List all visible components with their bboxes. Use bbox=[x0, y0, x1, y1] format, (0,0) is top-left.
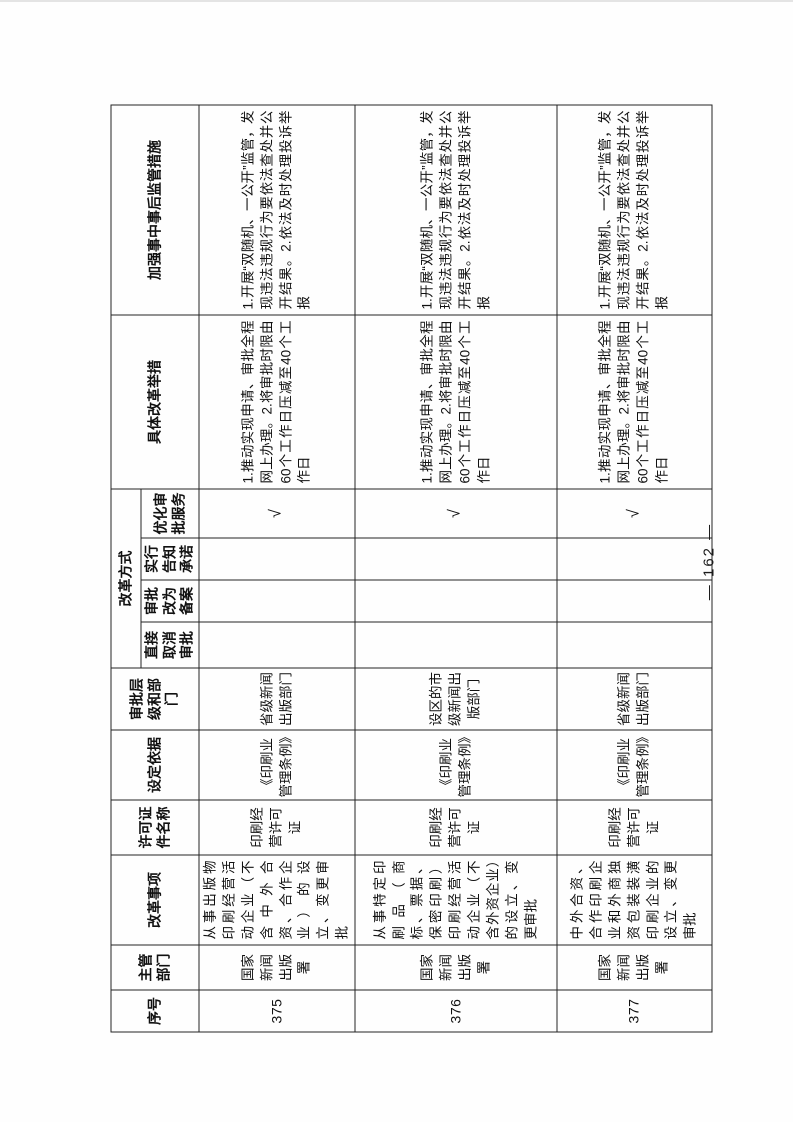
scan-edge-artifact bbox=[0, 0, 793, 2]
cell-supervision-measures: 1.开展“双随机、一公开”监管，发现违法违规行为要依法查处并公开结果。2.依法及… bbox=[354, 104, 557, 315]
cell-method-filing bbox=[198, 579, 355, 622]
header-setting-basis: 设定依据 bbox=[110, 729, 199, 800]
cell-approval-level: 设区的市级新闻出版部门 bbox=[354, 667, 557, 730]
cell-reform-item: 中外合资、合作印刷企业和外商独资包装装潢印刷企业的设立、变更审批 bbox=[556, 854, 712, 945]
cell-setting-basis: 《印刷业管理条例》 bbox=[556, 729, 712, 800]
cell-department: 国家新闻出版署 bbox=[556, 944, 712, 990]
header-reform-method-group: 改革方式 bbox=[110, 488, 141, 668]
reform-items-table: 序号 主管部门 改革事项 许可证件名称 设定依据 审批层级和部门 改革方式 具体… bbox=[110, 104, 712, 1032]
cell-license-name: 印刷经营许可证 bbox=[354, 799, 557, 855]
table-row: 375 国家新闻出版署 从事出版物印刷经营活动企业（不含中外合资、合作企业）的设… bbox=[198, 104, 355, 1032]
cell-setting-basis: 《印刷业管理条例》 bbox=[198, 729, 355, 800]
header-license-name: 许可证件名称 bbox=[110, 799, 199, 855]
cell-license-name: 印刷经营许可证 bbox=[198, 799, 355, 855]
cell-license-name: 印刷经营许可证 bbox=[556, 799, 712, 855]
table-row: 377 国家新闻出版署 中外合资、合作印刷企业和外商独资包装装潢印刷企业的设立、… bbox=[556, 104, 712, 1032]
cell-method-cancel bbox=[354, 621, 557, 668]
cell-method-optimize-checkmark: √ bbox=[198, 488, 355, 538]
cell-approval-level: 省级新闻出版部门 bbox=[556, 667, 712, 730]
cell-approval-level: 省级新闻出版部门 bbox=[198, 667, 355, 730]
cell-specific-measures: 1.推动实现申请、审批全程网上办理。2.将审批时限由60个工作日压减至40个工作… bbox=[556, 314, 712, 489]
cell-reform-item: 从事特定印刷品（商标、票据、保密印刷）印刷经营活动企业（不含外资企业）的设立、变… bbox=[354, 854, 557, 945]
cell-specific-measures: 1.推动实现申请、审批全程网上办理。2.将审批时限由60个工作日压减至40个工作… bbox=[198, 314, 355, 489]
header-optimize-service: 优化审批服务 bbox=[140, 488, 199, 538]
header-reform-item: 改革事项 bbox=[110, 854, 199, 945]
header-competent-department: 主管部门 bbox=[110, 944, 199, 990]
cell-method-commitment bbox=[198, 537, 355, 580]
header-cancel-approval: 直接取消审批 bbox=[140, 621, 199, 668]
cell-method-optimize-checkmark: √ bbox=[354, 488, 557, 538]
cell-department: 国家新闻出版署 bbox=[198, 944, 355, 990]
cell-supervision-measures: 1.开展“双随机、一公开”监管，发现违法违规行为要依法查处并公开结果。2.依法及… bbox=[556, 104, 712, 315]
cell-serial: 376 bbox=[354, 989, 557, 1032]
page-number: — 162 — bbox=[700, 522, 717, 600]
cell-method-cancel bbox=[556, 621, 712, 668]
cell-reform-item: 从事出版物印刷经营活动企业（不含中外合资、合作企业）的设立、变更审批 bbox=[198, 854, 355, 945]
cell-method-optimize-checkmark: √ bbox=[556, 488, 712, 538]
header-supervision-measures: 加强事中事后监管措施 bbox=[110, 104, 199, 315]
cell-setting-basis: 《印刷业管理条例》 bbox=[354, 729, 557, 800]
header-approval-level: 审批层级和部门 bbox=[110, 667, 199, 730]
table-row: 376 国家新闻出版署 从事特定印刷品（商标、票据、保密印刷）印刷经营活动企业（… bbox=[354, 104, 557, 1032]
cell-supervision-measures: 1.开展“双随机、一公开”监管，发现违法违规行为要依法查处并公开结果。2.依法及… bbox=[198, 104, 355, 315]
cell-method-filing bbox=[354, 579, 557, 622]
cell-specific-measures: 1.推动实现申请、审批全程网上办理。2.将审批时限由60个工作日压减至40个工作… bbox=[354, 314, 557, 489]
header-change-to-filing: 审批改为备案 bbox=[140, 579, 199, 622]
cell-serial: 375 bbox=[198, 989, 355, 1032]
header-specific-measures: 具体改革举措 bbox=[110, 314, 199, 489]
cell-method-cancel bbox=[198, 621, 355, 668]
cell-method-commitment bbox=[354, 537, 557, 580]
cell-method-filing bbox=[556, 579, 712, 622]
cell-serial: 377 bbox=[556, 989, 712, 1032]
cell-department: 国家新闻出版署 bbox=[354, 944, 557, 990]
header-notification-commitment: 实行告知承诺 bbox=[140, 537, 199, 580]
header-serial-number: 序号 bbox=[110, 989, 199, 1032]
cell-method-commitment bbox=[556, 537, 712, 580]
